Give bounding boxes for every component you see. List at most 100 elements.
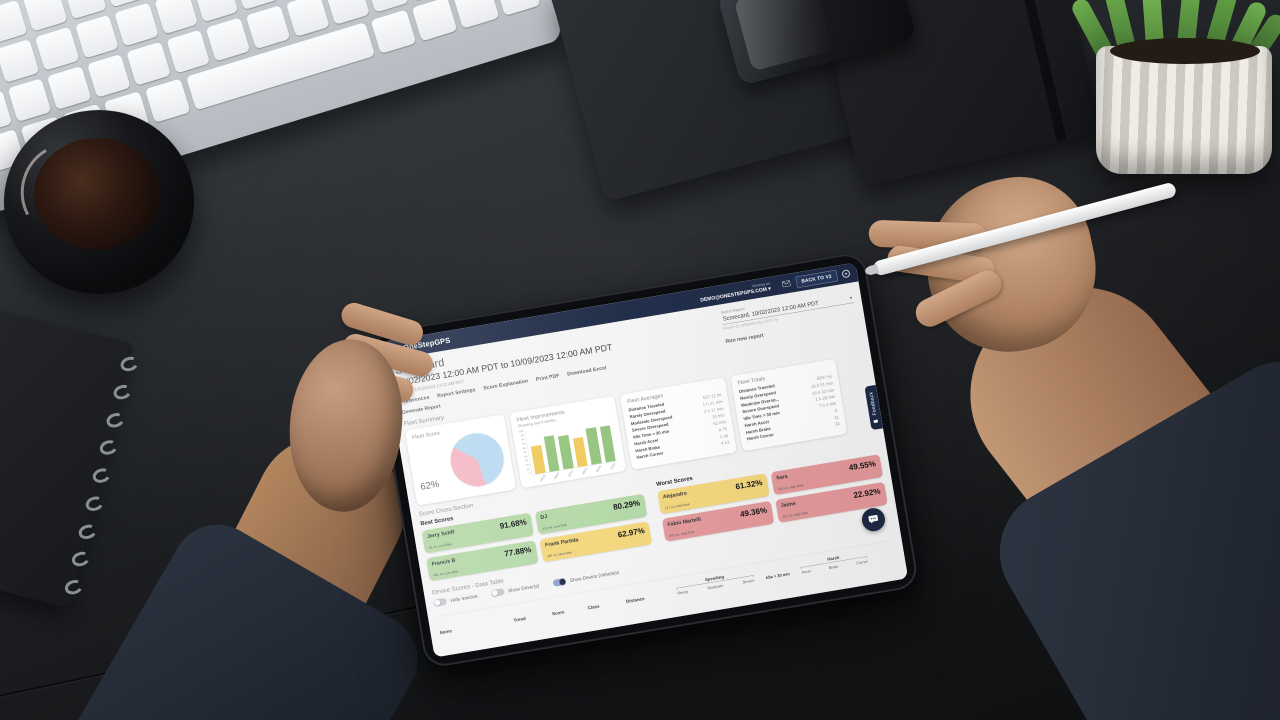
keyboard-key [35,26,80,71]
keyboard-key [114,2,159,47]
left-hand [278,297,452,525]
fleet-totals-card: Fleet Totals Distance Traveled 5097 mi Rar… [730,358,848,452]
bar [543,435,560,472]
y-tick: 20 [525,463,530,468]
fleet-totals-rows: Distance Traveled 5097 mi Rarely Overspeed… [738,373,840,443]
driver-detail: 461 mi, Low Risk [433,569,459,578]
toggle-switch[interactable] [433,597,448,607]
bar [530,444,546,475]
column-header-score[interactable]: Score [551,609,565,617]
fleet-averages-card: Fleet Averages Distance Traveled 637.11 m… [619,377,737,470]
sub-column-header: Severe [742,578,755,585]
bar-x-label: 09/04 [553,472,561,480]
fleet-averages-rows: Distance Traveled 637.11 mi Rarely Overspe… [628,392,730,462]
dashboard: OneStepGPS Viewing as DEMO@ONESTEPGPS.CO… [381,262,909,658]
toggle-label: Hide Inactive [450,593,479,604]
driver-detail: 387 mi, Med Risk [546,550,573,559]
fleet-improvements-card: Fleet Improvements Showing last 6 weeks … [509,395,627,489]
spiral-coil [118,354,141,374]
sub-column-header: Corner [856,559,869,566]
driver-detail: 127 mi, Med Risk [664,502,690,511]
toggle-switch[interactable] [552,577,567,587]
keyboard-key [206,17,251,62]
potted-plant [1069,0,1280,194]
keyboard-key [245,5,291,50]
phone-screen-glare [733,0,834,72]
y-tick: 70 [522,442,526,446]
sub-column-header: Moderate [707,583,724,591]
column-header-name[interactable]: Name [439,628,453,636]
tablet: OneStepGPS Viewing as DEMO@ONESTEPGPS.CO… [370,251,920,669]
y-tick: 50 [523,451,527,455]
sub-column-header: Accel [801,568,812,575]
feedback-label: Feedback [868,391,878,416]
notebook-elastic-band [1003,0,1067,142]
sub-column-header: Brake [828,564,839,571]
spiral-coil [111,382,134,402]
spiral-coil [83,494,106,513]
toggle-switch[interactable] [490,588,505,598]
coffee-surface [34,137,160,250]
keyboard-key [370,9,417,54]
spiral-coil [76,521,99,541]
account-icon[interactable] [841,269,851,279]
keyboard-key [86,53,132,98]
keyboard-key [325,0,370,25]
keyboard-key [23,0,68,32]
bar-x-label: 09/25 [595,465,603,473]
bar-x-label: 09/11 [567,469,575,478]
feedback-icon [873,418,879,423]
keyboard-key [154,0,199,35]
column-group-speeding: Speeding Rarely Moderate Severe [672,569,759,597]
chat-button[interactable] [860,506,887,533]
keyboard-key [74,14,120,59]
coffee-mug [4,110,194,294]
bar-column: 10/02 [598,416,616,471]
y-tick: 0 [528,472,531,476]
keyboard-key [0,0,28,44]
toggle-label: Show Driver(s) [507,582,540,594]
spiral-coil [104,410,127,430]
mail-icon[interactable] [781,280,791,288]
bar [599,425,616,463]
driver-detail: 41 mi, Low Risk [428,542,452,550]
bar-x-label: 08/28 [539,474,547,483]
bar-x-label: 10/02 [609,462,617,471]
keyboard-key [47,66,92,110]
y-tick: 80 [521,438,525,442]
spiral-notebook [0,304,141,608]
header-link[interactable]: Report Settings [436,387,476,399]
chevron-down-icon: ▾ [767,285,772,292]
bar [572,436,588,468]
driver-detail: 571 mi, High Risk [782,511,809,520]
stat-value: 33 [834,421,841,427]
bar [557,434,574,470]
keyboard-key [453,0,500,29]
keyboard-key [411,0,458,42]
chevron-down-icon: ▾ [849,294,853,301]
top-bar: OneStepGPS Viewing as DEMO@ONESTEPGPS.CO… [381,262,859,361]
spiral-coil [90,466,113,486]
spiral-coil [97,438,120,458]
tablet-screen: OneStepGPS Viewing as DEMO@ONESTEPGPS.CO… [381,262,909,658]
keyboard-key [166,29,211,74]
header-link[interactable]: Print PDF [535,373,560,383]
keyboard-key [285,0,330,37]
keyboard-key [494,0,541,16]
spiral-coils [63,354,141,597]
spiral-coil [63,577,85,597]
stat-value: 4.13 [720,439,730,446]
column-header-distance[interactable]: Distance [625,595,646,605]
chat-bubble-icon [868,514,879,524]
driver-detail: 412 mi, Low Risk [542,523,568,531]
plant-pot [1096,46,1272,174]
keyboard-key [126,41,171,86]
header-link[interactable]: Download Excel [566,365,607,378]
bar-x-label: 09/18 [581,467,589,476]
column-header-trend[interactable]: Trend [513,615,527,623]
column-header-class[interactable]: Class [587,603,600,611]
stylus-tip [864,264,880,277]
feedback-tab[interactable]: Feedback [864,384,884,431]
column-header-idle: Idle > 30 min [765,571,791,581]
